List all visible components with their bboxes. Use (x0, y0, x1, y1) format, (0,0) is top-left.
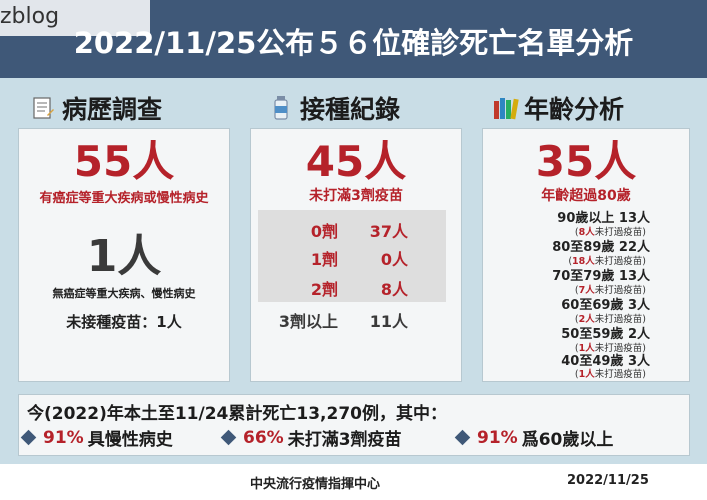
dose-label: 3劑以上 (278, 312, 338, 331)
dose-label: 2劑 (310, 280, 338, 299)
dose-count: 11人 (369, 312, 408, 331)
age-group-note: (8人未打過疫苗) (574, 227, 646, 238)
summary-text: 未打滿3劑疫苗 (287, 430, 402, 450)
dose-count: 8人 (380, 280, 408, 299)
diamond-bullet-icon (220, 429, 237, 446)
footer-date: 2022/11/25 (567, 473, 649, 488)
age-group-row: 90歲以上 13人 (557, 211, 650, 226)
age-group-note: (2人未打過疫苗) (574, 314, 646, 325)
dose-label: 0劑 (310, 222, 338, 241)
notepad-icon (30, 95, 56, 121)
page-title: 2022/11/25公布５６位確診死亡名單分析 (73, 26, 634, 60)
age-group-row: 80至89歲 22人 (552, 240, 650, 255)
dose-row: 1劑 0人 (268, 246, 408, 270)
vaccination-big-value: 45人 (305, 137, 407, 186)
vaccination-big-caption: 未打滿3劑疫苗 (309, 188, 403, 204)
diamond-bullet-icon (20, 429, 37, 446)
history-panel: 55人 有癌症等重大疾病或慢性病史 1人 無癌症等重大疾病、慢性病史 未接種疫苗… (18, 128, 230, 382)
summary-pct: 91% (477, 427, 518, 448)
age-group-note: (7人未打過疫苗) (574, 285, 646, 296)
footer-org: 中央流行疫情指揮中心 (250, 477, 381, 492)
vaccine-vial-icon (268, 95, 294, 121)
dose-row: 2劑 8人 (268, 276, 408, 300)
age-group-note: (18人未打過疫苗) (568, 256, 646, 267)
books-icon (492, 95, 519, 121)
dose-label: 1劑 (310, 250, 338, 269)
age-group-row: 60至69歲 3人 (561, 298, 650, 313)
summary-item: 91% 爲60歲以上 (454, 425, 614, 450)
age-big-value: 35人 (535, 137, 637, 186)
dose-count: 0人 (380, 250, 408, 269)
summary-text: 具慢性病史 (87, 430, 173, 450)
footer: 中央流行疫情指揮中心 2022/11/25 (0, 464, 707, 500)
summary-pct: 66% (243, 427, 284, 448)
vaccination-heading: 接種紀錄 (268, 90, 400, 126)
age-heading-text: 年齡分析 (524, 95, 625, 124)
summary-pct: 91% (43, 427, 84, 448)
history-big-caption: 有癌症等重大疾病或慢性病史 (39, 191, 209, 206)
age-group-note: (1人未打過疫苗) (574, 369, 646, 380)
history-heading-text: 病歷調查 (62, 95, 163, 124)
history-heading: 病歷調查 (30, 90, 162, 126)
history-big-value: 55人 (73, 137, 175, 186)
history-second-value: 1人 (86, 231, 162, 282)
dose-row-extra: 3劑以上 11人 (258, 308, 408, 332)
age-group-row: 40至49歲 3人 (561, 354, 650, 369)
dose-count: 37人 (369, 222, 408, 241)
age-heading: 年齡分析 (492, 90, 624, 126)
summary-text: 爲60歲以上 (521, 430, 614, 450)
age-group-row: 70至79歲 13人 (552, 269, 650, 284)
watermark: zblog (0, 0, 150, 36)
age-panel: 35人 年齡超過80歲 (482, 128, 690, 382)
dose-row: 0劑 37人 (268, 218, 408, 242)
vaccination-heading-text: 接種紀錄 (300, 95, 401, 124)
age-big-caption: 年齡超過80歲 (541, 188, 631, 204)
summary-item: 66% 未打滿3劑疫苗 (220, 425, 402, 450)
age-group-note: (1人未打過疫苗) (574, 343, 646, 354)
summary-item: 91% 具慢性病史 (20, 425, 173, 450)
age-group-row: 50至59歲 2人 (561, 327, 650, 342)
summary-box: 今(2022)年本土至11/24累計死亡13,270例，其中： 91% 具慢性病… (18, 394, 690, 456)
history-second-caption: 無癌症等重大疾病、慢性病史 (52, 287, 196, 300)
summary-line: 今(2022)年本土至11/24累計死亡13,270例，其中： (27, 404, 447, 424)
history-note: 未接種疫苗：1人 (66, 313, 182, 331)
dose-table (258, 210, 446, 302)
diamond-bullet-icon (454, 429, 471, 446)
